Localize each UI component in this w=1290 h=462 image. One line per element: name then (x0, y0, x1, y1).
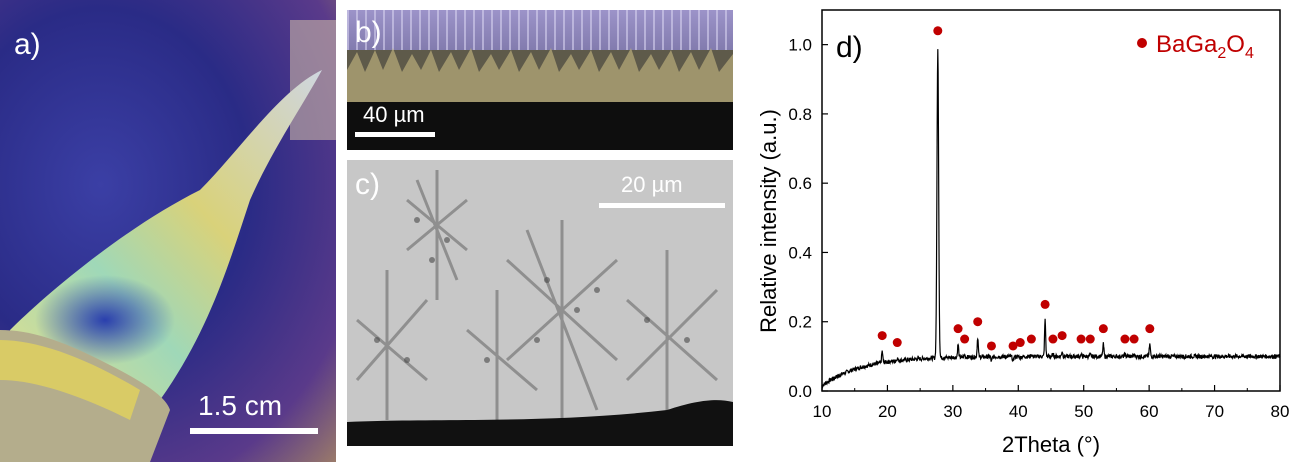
panel-c-scale-text: 20 µm (621, 172, 683, 197)
y-tick-label: 0.4 (788, 243, 812, 262)
y-axis-label: Relative intensity (a.u.) (756, 109, 781, 333)
xrd-chart: 10 20 30 40 50 60 70 80 0.0 0.2 0.4 0.6 0.8 1.0 d) Ba… (756, 9, 1290, 457)
peak-marker (973, 317, 983, 327)
legend-marker (1137, 38, 1147, 48)
panel-b-label: b) (355, 16, 382, 49)
panel-a-scale-bar (190, 428, 318, 434)
peak-marker (1120, 334, 1130, 344)
peak-marker (1015, 338, 1025, 348)
x-tick-label: 30 (943, 402, 962, 421)
peak-marker (1145, 324, 1155, 334)
x-tick-label: 80 (1271, 402, 1290, 421)
x-tick-label: 50 (1074, 402, 1093, 421)
crystal-photo (0, 20, 336, 462)
peak-marker (986, 341, 996, 351)
peak-marker (953, 324, 963, 334)
peak-marker (933, 26, 943, 36)
panel-c-scale-bar (599, 203, 725, 208)
y-tick-label: 0.6 (788, 174, 812, 193)
peak-marker (1048, 334, 1058, 344)
x-tick-label: 70 (1205, 402, 1224, 421)
peak-marker (1085, 334, 1095, 344)
x-tick-label: 60 (1140, 402, 1159, 421)
x-tick-label: 20 (878, 402, 897, 421)
panel-c-label: c) (355, 168, 380, 201)
panel-a-label: a) (14, 28, 41, 61)
peak-marker (960, 334, 970, 344)
chart-axes (821, 9, 1281, 392)
peak-marker (1129, 334, 1139, 344)
panel-c-micrograph: c) 20 µm (347, 160, 733, 446)
panel-a-photo: a) 1.5 cm (0, 0, 336, 462)
y-tick-label: 0.8 (788, 105, 812, 124)
plot-frame (821, 9, 1281, 392)
peak-marker (1057, 331, 1067, 341)
peak-marker (1040, 299, 1050, 309)
panel-a-scale-text: 1.5 cm (198, 390, 283, 421)
legend-entry: BaGa2O4 (1156, 31, 1254, 62)
peak-marker (1076, 334, 1086, 344)
peak-marker (1098, 324, 1108, 334)
panel-d-chart: 10 20 30 40 50 60 70 80 0.0 0.2 0.4 0.6 0.8 1.0 d) Ba… (740, 0, 1290, 462)
y-tick-label: 0.0 (788, 382, 812, 401)
panel-b-scale-bar (355, 132, 435, 137)
crystal-blue-region (35, 275, 175, 365)
x-tick-label: 10 (813, 402, 832, 421)
x-axis-label: 2Theta (°) (1002, 432, 1100, 457)
peak-marker (1008, 341, 1018, 351)
micrograph-b (347, 10, 733, 150)
y-tick-label: 1.0 (788, 36, 812, 55)
peak-marker (892, 338, 902, 348)
x-tick-label: 40 (1009, 402, 1028, 421)
xrd-trace (821, 49, 1281, 389)
panel-d-label: d) (836, 31, 863, 64)
peak-marker (877, 331, 887, 341)
y-tick-label: 0.2 (788, 313, 812, 332)
panel-b-scale-text: 40 µm (363, 102, 425, 127)
panel-b-micrograph: b) 40 µm (347, 10, 733, 150)
peak-marker (1026, 334, 1036, 344)
